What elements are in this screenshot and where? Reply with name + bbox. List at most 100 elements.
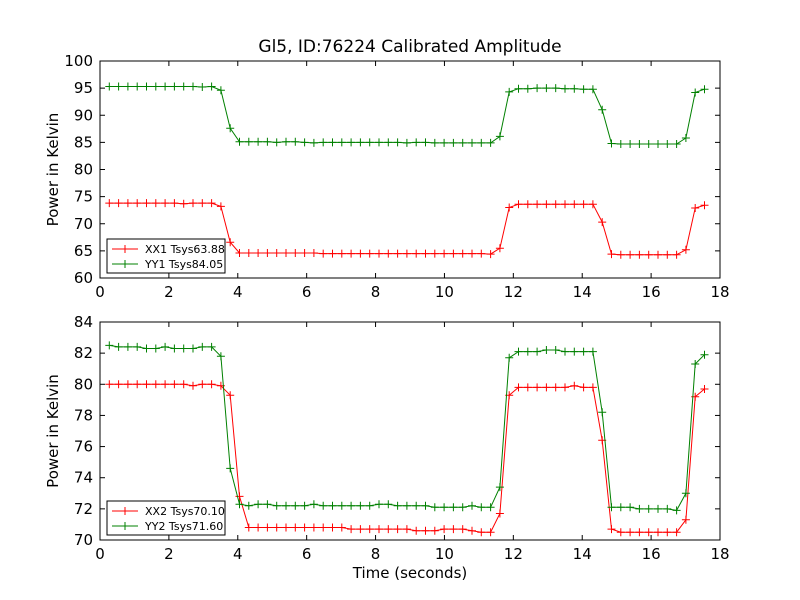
data-point (598, 218, 607, 227)
y-tick-label: 85 (74, 133, 93, 151)
data-point (486, 250, 495, 259)
legend-entry: XX2 Tsys70.10 (112, 505, 225, 518)
data-point (570, 84, 579, 93)
data-point (133, 380, 142, 389)
data-point (458, 138, 467, 147)
data-point (681, 134, 690, 142)
data-point (226, 391, 235, 400)
data-point (244, 523, 253, 532)
subplot-1: 0 2 4 6 8 10 12 14 16 18 60 65 70 75 80 85 90 95 100 Power … (44, 52, 730, 301)
data-point (635, 504, 644, 513)
data-point (133, 82, 142, 91)
data-point (486, 528, 495, 537)
data-point (570, 200, 579, 209)
x-tick-label: 18 (710, 283, 729, 301)
data-point (514, 84, 523, 93)
data-point (309, 500, 318, 509)
data-point (561, 84, 569, 93)
data-point (189, 344, 197, 353)
data-point (486, 503, 495, 512)
x-tick-label: 12 (504, 545, 523, 563)
data-point (523, 84, 532, 93)
legend-label: XX2 Tsys70.10 (145, 505, 225, 518)
data-point (114, 82, 123, 91)
data-point (282, 249, 290, 257)
data-point (328, 501, 337, 510)
data-point (123, 199, 132, 208)
y-tick-label: 90 (74, 106, 93, 124)
data-point (672, 506, 681, 515)
x-tick-label: 6 (302, 283, 312, 301)
data-point (393, 138, 402, 147)
data-point (449, 525, 458, 534)
data-point (151, 380, 160, 389)
data-point (393, 525, 402, 534)
data-point (495, 132, 504, 141)
data-point (105, 341, 114, 350)
data-point (468, 501, 476, 510)
data-point (533, 200, 542, 209)
data-point (449, 503, 458, 512)
data-point (514, 200, 523, 209)
y-tick-label: 60 (74, 269, 93, 287)
data-point (179, 344, 188, 353)
x-tick-label: 12 (504, 283, 523, 301)
data-point (570, 347, 579, 356)
data-point (430, 503, 439, 512)
data-point (291, 523, 300, 532)
data-point (365, 501, 374, 510)
data-point (133, 342, 142, 351)
data-point (523, 200, 532, 209)
data-point (533, 383, 542, 392)
data-point (579, 383, 588, 392)
data-point (114, 342, 123, 351)
y-tick-label: 76 (74, 438, 93, 456)
data-point (561, 200, 569, 209)
data-point (356, 138, 365, 147)
data-point (644, 528, 653, 537)
data-point (607, 139, 616, 148)
subplot-2: 0 2 4 6 8 10 12 14 16 18 70 72 74 76 78 80 82 84 Power in … (44, 313, 730, 582)
data-point (207, 199, 216, 208)
data-point (412, 526, 421, 535)
data-point (347, 138, 356, 147)
data-point (514, 383, 523, 392)
data-point (375, 138, 383, 147)
data-point (421, 526, 430, 535)
data-point (207, 380, 216, 389)
data-point (486, 138, 495, 147)
data-point (254, 500, 263, 509)
data-point (319, 501, 328, 510)
data-point (495, 509, 504, 518)
data-point (375, 249, 383, 258)
data-point (244, 249, 253, 257)
legend-entry: YY1 Tsys84.05 (112, 258, 223, 271)
data-point (402, 525, 411, 534)
data-point (551, 200, 560, 209)
x-tick-label: 2 (164, 545, 174, 563)
data-point (254, 137, 263, 146)
data-point (216, 352, 225, 361)
data-point (626, 503, 635, 512)
data-point (198, 83, 207, 91)
data-point (644, 140, 653, 148)
data-point (263, 523, 272, 532)
x-tick-label: 14 (573, 545, 592, 563)
data-point (235, 137, 244, 146)
data-point (542, 346, 551, 354)
data-point (337, 523, 346, 532)
data-point (505, 87, 514, 96)
x-tick-label: 18 (710, 545, 729, 563)
data-point (263, 137, 272, 146)
legend-entry: XX1 Tsys63.88 (112, 243, 225, 256)
data-point (626, 528, 635, 537)
data-point (570, 381, 579, 390)
data-point (356, 525, 365, 534)
data-point (588, 383, 597, 392)
data-point (142, 82, 151, 91)
data-point (616, 250, 625, 259)
data-point (328, 523, 337, 532)
data-point (533, 347, 542, 356)
data-point (654, 504, 662, 513)
data-point (189, 381, 197, 390)
